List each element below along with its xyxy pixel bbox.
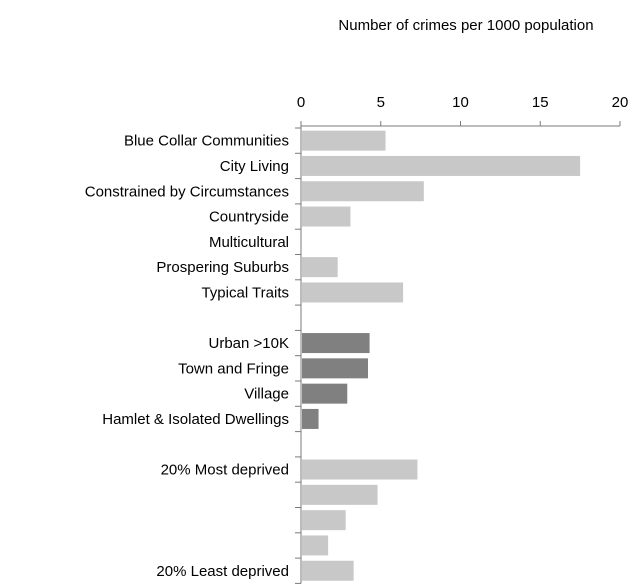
bar <box>302 282 404 303</box>
category-label: Constrained by Circumstances <box>85 183 289 200</box>
category-label: Village <box>244 386 289 403</box>
category-label: Blue Collar Communities <box>124 133 289 150</box>
x-tick-label: 10 <box>452 94 469 111</box>
category-label: 20% Most deprived <box>161 462 289 479</box>
bar <box>302 484 378 505</box>
bar <box>302 560 354 581</box>
x-tick-label: 15 <box>532 94 549 111</box>
bar <box>302 358 368 379</box>
category-label: City Living <box>220 158 289 175</box>
bar <box>302 459 418 480</box>
x-tick-label: 20 <box>612 94 629 111</box>
bar <box>302 181 424 202</box>
category-label: Prospering Suburbs <box>156 259 289 276</box>
x-tick-label: 5 <box>377 94 385 111</box>
bar <box>302 206 351 227</box>
bar <box>302 510 346 531</box>
category-label: Multicultural <box>209 234 289 251</box>
bar <box>302 333 370 354</box>
category-labels: Blue Collar Communities City Living Constr… <box>85 133 289 580</box>
bar <box>302 535 329 556</box>
category-label: Hamlet & Isolated Dwellings <box>102 411 289 428</box>
bar <box>302 257 338 278</box>
x-tick-label: 0 <box>297 94 305 111</box>
x-axis: 0 5 10 15 20 <box>295 94 629 584</box>
bar <box>302 130 386 151</box>
bars <box>302 130 581 581</box>
category-label: Urban >10K <box>209 335 289 352</box>
bar <box>302 408 319 429</box>
category-label: Countryside <box>209 209 289 226</box>
bar <box>302 155 581 176</box>
category-label: 20% Least deprived <box>156 563 289 580</box>
bar <box>302 383 348 404</box>
chart-title: Number of crimes per 1000 population <box>338 17 593 34</box>
category-label: Town and Fringe <box>178 360 289 377</box>
category-label: Typical Traits <box>201 284 289 301</box>
